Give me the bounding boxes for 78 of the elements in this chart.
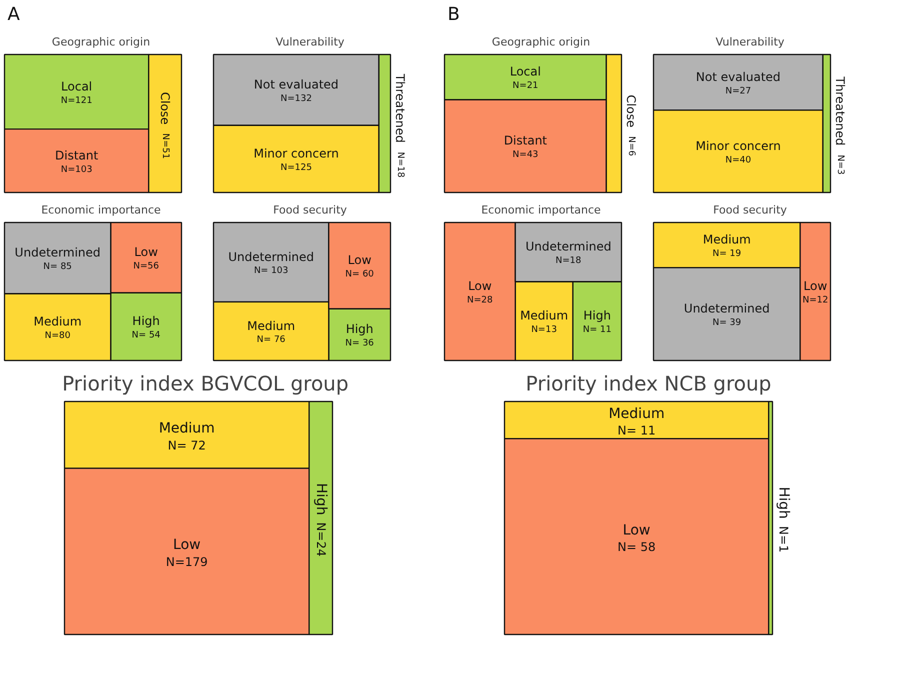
text: Priority index NCB group xyxy=(526,372,772,396)
category-label: High xyxy=(346,322,374,336)
category-label: Not evaluated xyxy=(254,78,339,92)
data-label: N=13 xyxy=(531,325,557,336)
category-label: High xyxy=(776,486,792,519)
data-label: N=24 xyxy=(314,522,328,557)
category-label: Medium xyxy=(702,232,751,247)
data-label: N=43 xyxy=(512,150,538,160)
category-label: Undetermined xyxy=(684,302,770,316)
category-label: Not evaluated xyxy=(696,70,781,84)
category-label: Local xyxy=(510,64,541,79)
category-label: Medium xyxy=(158,420,215,437)
text: Geographic origin xyxy=(52,36,150,48)
category-label: Low xyxy=(468,279,492,294)
category-label: Threatened xyxy=(393,72,408,143)
category-label: Undetermined xyxy=(525,240,612,254)
category-label: High xyxy=(312,483,329,516)
category-label: Distant xyxy=(504,134,548,148)
text: Economic importance xyxy=(41,204,162,216)
category-label: Local xyxy=(61,79,92,94)
data-label: N=21 xyxy=(512,81,538,92)
data-label: N= 39 xyxy=(712,318,742,328)
data-label: N=132 xyxy=(280,94,312,104)
category-label: Minor concern xyxy=(254,146,339,161)
category-label: Minor concern xyxy=(696,138,781,153)
data-label: N=1 xyxy=(776,526,791,553)
data-label: N= 11 xyxy=(582,325,612,336)
data-label: N=27 xyxy=(725,86,752,96)
category-label: Low xyxy=(134,245,158,260)
category-label: Close xyxy=(158,92,172,125)
data-label: N= 11 xyxy=(618,424,656,438)
data-label: N=40 xyxy=(725,155,752,166)
text: Geographic origin xyxy=(492,36,590,48)
category-label: Medium xyxy=(608,406,665,422)
data-label: N= 36 xyxy=(345,338,374,349)
data-label: N= 76 xyxy=(256,335,286,346)
data-label: N=18 xyxy=(395,152,406,178)
text: Food security xyxy=(713,204,788,216)
category-label: Medium xyxy=(520,308,568,323)
data-label: N= 72 xyxy=(168,438,206,452)
data-label: N= 85 xyxy=(43,262,72,272)
data-label: N=103 xyxy=(60,164,92,175)
data-label: N=125 xyxy=(280,162,312,173)
data-label: N= 103 xyxy=(254,266,288,276)
data-label: N= 54 xyxy=(132,330,161,341)
text: A xyxy=(8,4,20,25)
text: Priority index BGVCOL group xyxy=(62,372,349,396)
category-label: Undetermined xyxy=(228,250,314,264)
category-label: Low xyxy=(348,253,372,268)
category-label: Undetermined xyxy=(14,246,101,260)
category-label: Medium xyxy=(34,314,82,329)
category-label: Low xyxy=(173,537,201,554)
category-label: Medium xyxy=(247,318,296,333)
data-label: N=179 xyxy=(166,554,208,569)
data-label: N=28 xyxy=(467,296,494,306)
category-label: Threatened xyxy=(833,76,848,146)
data-label: N=12 xyxy=(802,296,828,306)
category-label: Close xyxy=(624,94,638,128)
text: Vulnerability xyxy=(716,36,785,48)
data-label: N=18 xyxy=(556,256,582,266)
text: B xyxy=(448,4,460,25)
text: Vulnerability xyxy=(276,36,345,48)
category-label: High xyxy=(583,308,611,323)
category-label: High xyxy=(132,314,160,328)
data-label: N= 60 xyxy=(345,270,374,280)
data-label: N=56 xyxy=(133,262,160,272)
category-label: Distant xyxy=(54,148,98,162)
text: Food security xyxy=(273,204,348,216)
data-label: N= 58 xyxy=(618,540,656,554)
data-label: N=121 xyxy=(60,96,92,106)
data-label: N=3 xyxy=(835,154,846,175)
data-label: N=51 xyxy=(160,133,170,159)
category-label: Low xyxy=(622,522,650,538)
data-label: N=6 xyxy=(626,136,636,156)
data-label: N=80 xyxy=(44,331,71,342)
data-label: N= 19 xyxy=(712,249,742,260)
category-label: Low xyxy=(804,279,828,294)
text: Economic importance xyxy=(481,204,602,216)
